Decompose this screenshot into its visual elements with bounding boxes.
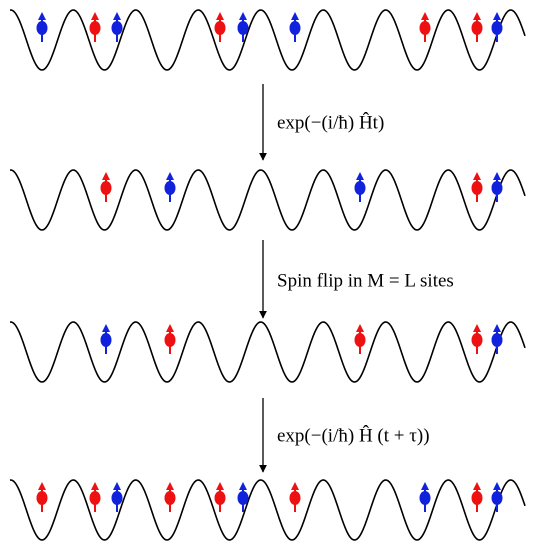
- spin: [471, 21, 483, 35]
- spin-head: [102, 324, 110, 332]
- spin: [471, 491, 483, 505]
- spin: [237, 21, 249, 35]
- lattices: [9, 9, 526, 541]
- spin: [491, 21, 503, 35]
- spin: [491, 491, 503, 505]
- potential: [9, 9, 526, 71]
- spin-head: [166, 324, 174, 332]
- spin-head: [493, 12, 501, 20]
- spin: [164, 491, 176, 505]
- step-label: exp(−(i/ħ) Ĥt): [277, 111, 384, 133]
- spin: [36, 21, 48, 35]
- spin-head: [91, 482, 99, 490]
- spin-head: [102, 172, 110, 180]
- spin-head: [166, 172, 174, 180]
- spin: [111, 491, 123, 505]
- spin: [100, 333, 112, 347]
- spin-head: [291, 12, 299, 20]
- spin: [100, 181, 112, 195]
- potential: [9, 479, 526, 541]
- spin-head: [473, 324, 481, 332]
- spin-head: [216, 12, 224, 20]
- spin-head: [493, 172, 501, 180]
- spin: [419, 491, 431, 505]
- spin: [471, 333, 483, 347]
- step-label: exp(−(i/ħ) Ĥ (t + τ)): [277, 424, 430, 446]
- potential: [9, 321, 526, 383]
- spin-head: [166, 482, 174, 490]
- spin: [89, 21, 101, 35]
- spin: [289, 491, 301, 505]
- spin-head: [356, 172, 364, 180]
- spin-head: [493, 482, 501, 490]
- spin-head: [473, 172, 481, 180]
- spin: [214, 491, 226, 505]
- spin-head: [239, 482, 247, 490]
- spin: [354, 181, 366, 195]
- spin-head: [38, 12, 46, 20]
- spin: [491, 333, 503, 347]
- spin: [164, 181, 176, 195]
- spin: [419, 21, 431, 35]
- spin-head: [216, 482, 224, 490]
- spin: [214, 21, 226, 35]
- spin: [354, 333, 366, 347]
- spin: [289, 21, 301, 35]
- spin: [491, 181, 503, 195]
- step-label: Spin flip in M = L sites: [277, 270, 454, 291]
- potential: [9, 169, 526, 231]
- spin-head: [38, 482, 46, 490]
- spin: [237, 491, 249, 505]
- spin-head: [91, 12, 99, 20]
- spin-head: [291, 482, 299, 490]
- spin: [89, 491, 101, 505]
- spin-head: [421, 12, 429, 20]
- spin: [164, 333, 176, 347]
- spin-head: [239, 12, 247, 20]
- spin: [471, 181, 483, 195]
- spin: [111, 21, 123, 35]
- spin-head: [493, 324, 501, 332]
- spin-head: [473, 482, 481, 490]
- spin-head: [356, 324, 364, 332]
- spin: [36, 491, 48, 505]
- spin-head: [113, 482, 121, 490]
- spin-head: [113, 12, 121, 20]
- spin-head: [421, 482, 429, 490]
- spin-head: [473, 12, 481, 20]
